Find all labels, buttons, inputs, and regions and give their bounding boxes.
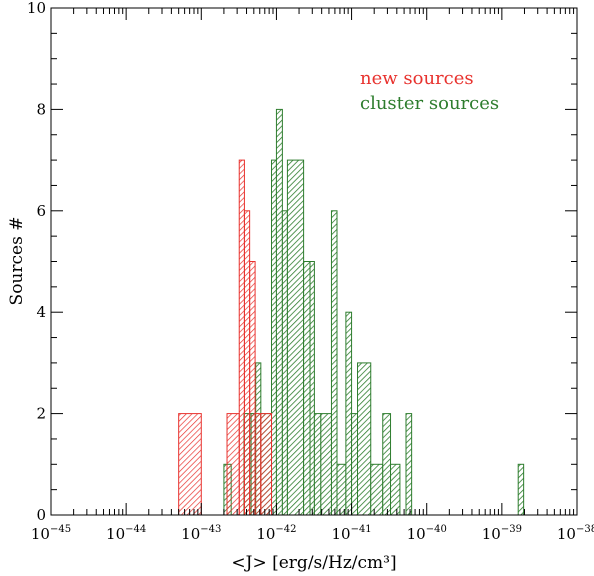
bars-layer (178, 108, 525, 516)
y-tick-label: 10 (27, 0, 46, 17)
tick-labels-layer: 10−45 10−44 10−43 10−42 10−41 10−40 10−39 10−38… (27, 0, 594, 543)
x-tick-label: 10−42 (256, 524, 296, 543)
x-tick-label: 10−41 (331, 524, 371, 543)
bar-series0-bin8 (286, 159, 305, 516)
x-tick-label: 10−45 (31, 524, 71, 543)
bar-series0-bin12 (320, 413, 332, 516)
bar-series0-bin9 (303, 261, 311, 516)
bar-series0-bin18 (370, 463, 384, 516)
bar-series0-bin5 (271, 159, 277, 516)
bar-series1-bin4 (249, 261, 256, 516)
y-tick-label: 0 (36, 506, 46, 524)
bar-series1-bin3 (243, 210, 251, 516)
bar-series0-bin19 (382, 413, 392, 516)
series-1 (178, 159, 273, 516)
y-tick-label: 6 (36, 202, 46, 220)
legend-cluster-sources: cluster sources (360, 93, 499, 114)
bar-series0-bin21 (405, 413, 413, 516)
bar-series0-bin22 (517, 463, 525, 516)
x-axis-label: <J> [erg/s/Hz/cm³] (231, 553, 396, 573)
plot-frame (50, 7, 578, 516)
bar-series0-bin10 (309, 261, 315, 516)
bar-series0-bin15 (345, 311, 353, 516)
bar-series0-bin6 (275, 108, 283, 516)
bar-series0-bin13 (330, 210, 338, 516)
y-tick-label: 2 (36, 405, 46, 423)
bar-series0-bin14 (336, 463, 347, 516)
bar-series1-bin1 (226, 413, 240, 516)
x-tick-label: 10−43 (181, 524, 221, 543)
y-tick-label: 8 (36, 100, 46, 118)
y-axis-label: Sources # (7, 217, 27, 306)
bar-series0-bin17 (357, 362, 372, 516)
y-tick-label: 4 (36, 303, 46, 321)
x-tick-label: 10−40 (407, 524, 447, 543)
x-tick-label: 10−39 (482, 524, 522, 543)
bar-series0-bin7 (281, 210, 288, 516)
x-tick-label: 10−38 (557, 524, 594, 543)
legend-new-sources: new sources (360, 68, 474, 89)
ticks-layer (50, 7, 578, 516)
bar-series1-bin0 (178, 413, 202, 516)
bar-series0-bin16 (351, 413, 359, 516)
bar-series1-bin5 (254, 413, 262, 516)
bar-series0-bin11 (313, 413, 322, 516)
bar-series0-bin20 (390, 463, 401, 516)
bar-series1-bin2 (238, 159, 245, 516)
bar-series1-bin6 (260, 413, 273, 516)
x-tick-label: 10−44 (106, 524, 146, 543)
